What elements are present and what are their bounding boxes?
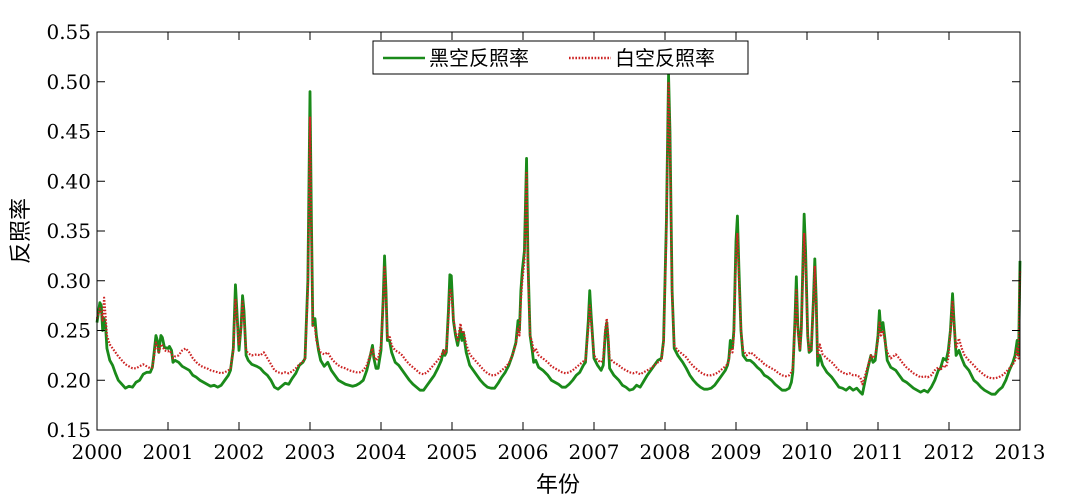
x-tick-label: 2008 (640, 440, 691, 464)
x-tick-label: 2003 (285, 440, 336, 464)
y-tick-label: 0.35 (46, 219, 91, 243)
x-tick-label: 2009 (711, 440, 762, 464)
series-line-white-sky (95, 80, 1022, 386)
x-tick-label: 2011 (853, 440, 904, 464)
x-tick-label: 2004 (356, 440, 407, 464)
x-tick-label: 2005 (427, 440, 478, 464)
legend-label-black-sky: 黑空反照率 (429, 46, 529, 70)
legend: 黑空反照率 白空反照率 (372, 40, 749, 75)
x-tick-label: 2013 (995, 440, 1046, 464)
y-tick-label: 0.55 (46, 20, 91, 44)
y-tick-label: 0.45 (46, 120, 91, 144)
y-axis: 0.15 0.20 0.25 0.30 0.35 0.40 0.45 0.50 0.55 (46, 20, 1020, 442)
y-tick-label: 0.20 (46, 368, 91, 392)
y-tick-label: 0.30 (46, 269, 91, 293)
x-tick-label: 2000 (72, 440, 123, 464)
x-tick-label: 2001 (143, 440, 194, 464)
y-tick-label: 0.25 (46, 319, 91, 343)
series-layer (95, 73, 1022, 396)
legend-label-white-sky: 白空反照率 (615, 46, 715, 70)
x-tick-label: 2007 (569, 440, 620, 464)
x-axis-title: 年份 (536, 473, 580, 498)
y-tick-label: 0.50 (46, 70, 91, 94)
x-axis: 2000 2001 2002 2003 2004 2005 2006 2007 2008 2009… (72, 32, 1046, 464)
x-tick-label: 2012 (924, 440, 975, 464)
x-tick-label: 2010 (782, 440, 833, 464)
legend-box (372, 40, 749, 75)
y-axis-title: 反照率 (9, 198, 34, 264)
y-tick-label: 0.15 (46, 418, 91, 442)
x-tick-label: 2006 (498, 440, 549, 464)
y-tick-label: 0.40 (46, 169, 91, 193)
x-tick-label: 2002 (214, 440, 265, 464)
